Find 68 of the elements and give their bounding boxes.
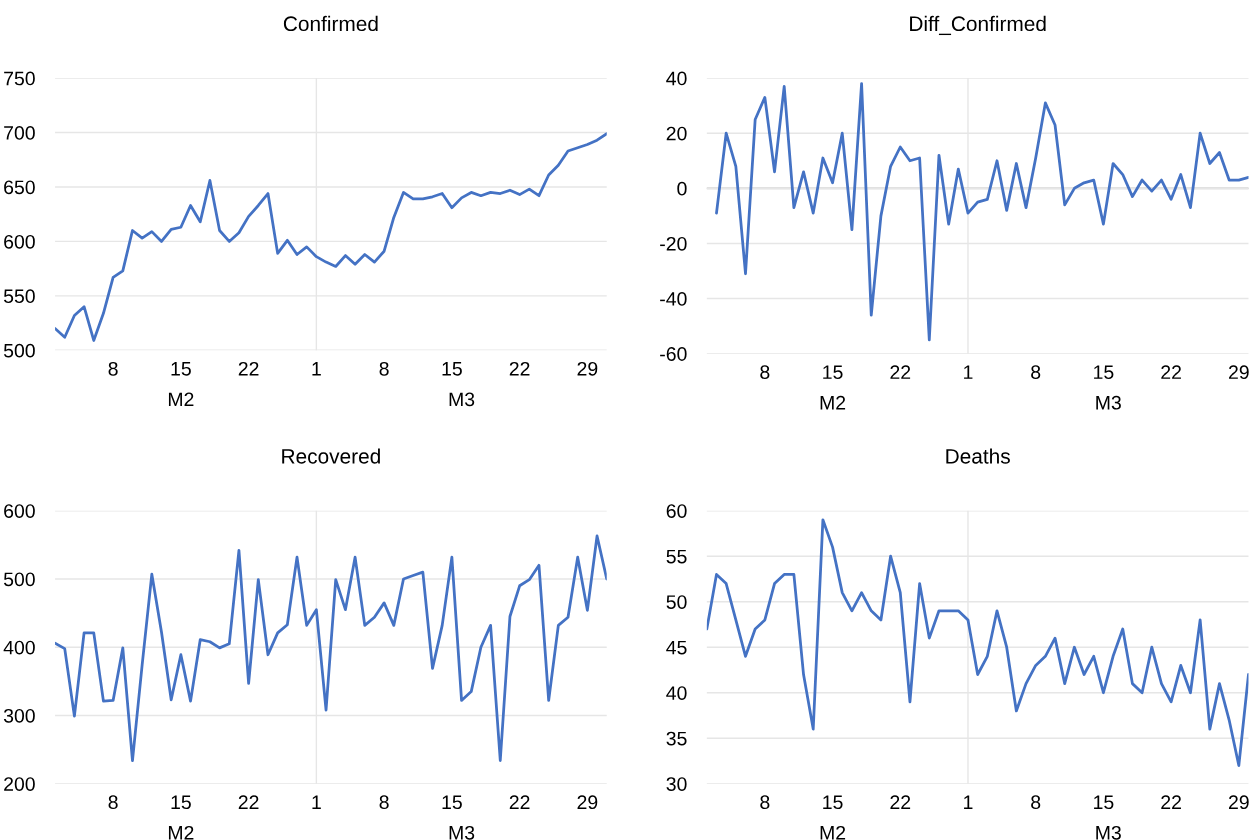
y-tick-label: 500 [3, 343, 35, 358]
text: M3 [449, 392, 475, 407]
y-tick-label: 20 [666, 126, 687, 141]
x-tick-label: 8 [760, 365, 770, 380]
text: M2 [168, 825, 194, 840]
x-tick-label: 8 [108, 361, 118, 376]
y-tick-label: 600 [4, 504, 35, 518]
x-tick-label: 8 [108, 795, 118, 810]
y-tick-label: 600 [4, 234, 35, 249]
y-tick-label: 60 [666, 504, 687, 518]
y-tick-label: -40 [660, 292, 687, 306]
x-tick-label: 15 [823, 365, 843, 380]
y-tick-label: 45 [666, 640, 687, 655]
x-tick-label: 15 [171, 795, 191, 810]
y-tick-label: 300 [3, 708, 35, 723]
y-tick-label: 200 [4, 777, 35, 791]
x-tick-label: 15 [1094, 795, 1114, 810]
text: M3 [1096, 395, 1121, 410]
y-tick-label: 35 [666, 731, 687, 746]
y-tick-label: -20 [660, 236, 687, 251]
y-tick-label: 30 [666, 777, 687, 791]
x-tick-label: 8 [1031, 365, 1041, 380]
x-tick-label: 1 [312, 795, 321, 809]
x-tick-label: 1 [312, 362, 321, 376]
text: M2 [820, 395, 846, 410]
text: M3 [1096, 825, 1121, 840]
text: M2 [168, 392, 194, 407]
chart-title: Diff_Confirmed [910, 15, 1046, 36]
x-tick-label: 8 [379, 795, 389, 810]
x-tick-label: 29 [577, 795, 598, 810]
x-tick-label: 15 [171, 362, 191, 376]
text: M3 [449, 825, 475, 840]
y-tick-label: 400 [3, 640, 35, 655]
y-tick-label: 500 [3, 572, 35, 587]
x-tick-label: 29 [1228, 795, 1249, 810]
x-tick-label: 22 [1161, 795, 1181, 809]
x-tick-label: 22 [1161, 365, 1181, 379]
x-tick-label: 15 [442, 362, 462, 376]
x-tick-label: 1 [964, 795, 973, 809]
chart-title: Confirmed [283, 15, 378, 32]
x-tick-label: 8 [760, 795, 770, 810]
x-tick-label: 8 [379, 361, 389, 376]
y-tick-label: 40 [666, 71, 687, 86]
y-tick-label: 40 [666, 686, 687, 700]
y-tick-label: -60 [660, 347, 687, 361]
text: M2 [820, 825, 846, 840]
x-tick-label: 1 [964, 365, 973, 379]
x-tick-label: 22 [238, 361, 259, 376]
x-tick-label: 22 [509, 795, 530, 809]
y-tick-label: 0 [677, 181, 687, 196]
x-tick-label: 22 [890, 795, 911, 809]
x-tick-label: 22 [509, 361, 530, 376]
x-tick-label: 22 [890, 365, 911, 379]
y-tick-label: 750 [4, 71, 35, 86]
chart-title: Deaths [946, 448, 1010, 464]
y-tick-label: 700 [4, 126, 35, 140]
x-tick-label: 15 [1094, 365, 1114, 380]
chart-title: Recovered [282, 448, 380, 464]
x-tick-label: 22 [238, 795, 259, 809]
x-tick-label: 15 [442, 795, 462, 810]
y-tick-label: 55 [666, 549, 687, 564]
y-tick-label: 50 [666, 595, 687, 609]
x-tick-label: 8 [1031, 795, 1041, 810]
x-tick-label: 15 [823, 795, 843, 810]
x-tick-label: 29 [577, 361, 598, 376]
y-tick-label: 650 [4, 180, 35, 195]
y-tick-label: 550 [3, 289, 35, 304]
x-tick-label: 29 [1228, 365, 1249, 380]
